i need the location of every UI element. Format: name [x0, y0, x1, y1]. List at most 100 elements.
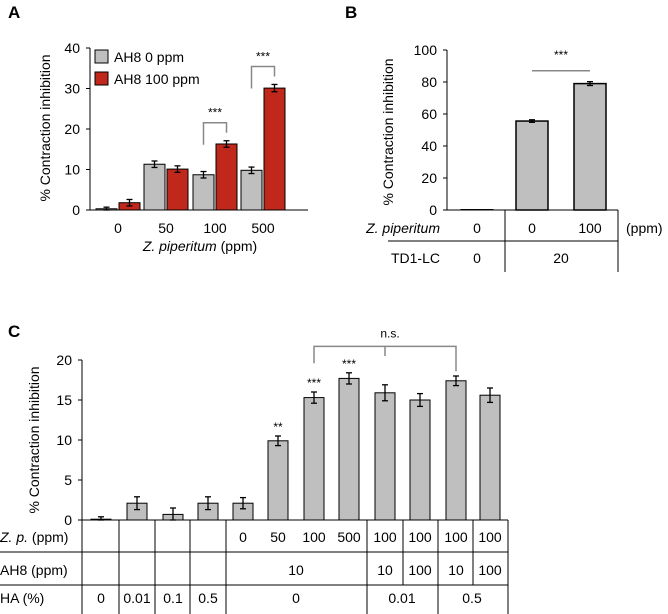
ha-cell: 0: [97, 590, 105, 606]
bar-5: [267, 440, 289, 521]
significance-mark: ***: [208, 106, 222, 120]
bar-7: [338, 377, 360, 521]
zp-cell: 100: [373, 529, 397, 545]
error-bar: [382, 384, 388, 402]
error-bar: [200, 170, 207, 179]
bar-ah8-100ppm-50: [166, 168, 189, 211]
significance-mark: **: [273, 420, 283, 434]
panel-a-x-axis-title: Z. piperitum (ppm): [142, 238, 257, 254]
panel-a-x-axis-title-unit: (ppm): [217, 238, 257, 254]
panel-b-bars: [460, 81, 607, 211]
y-tick-label: 15: [56, 392, 72, 408]
panel-b-td1lc-value-0: 0: [473, 250, 481, 266]
bar-11: [479, 394, 501, 521]
ah8-cell: 100: [408, 562, 432, 578]
y-tick-label: 40: [64, 40, 80, 56]
panel-b-zp-value: 100: [578, 220, 602, 236]
x-tick-label-0: 0: [114, 220, 122, 236]
error-bar: [240, 496, 246, 510]
y-tick-label: 20: [64, 121, 80, 137]
panel-b-row-label-td1lc: TD1-LC: [391, 250, 440, 266]
y-tick-label: 0: [72, 202, 80, 218]
panel-a-significance: *** ***: [202, 49, 276, 145]
error-bar: [223, 140, 230, 148]
error-bar: [134, 496, 140, 511]
ah8-cell: 100: [478, 562, 502, 578]
panel-c-table: 0 50 100 500 100 100 100 100 10 10 100 10 100 0 0.01 0.…: [0, 520, 509, 614]
panel-c-row-label-ah8: AH8 (ppm): [0, 562, 68, 578]
error-bar: [126, 198, 133, 207]
zp-cell: 50: [270, 529, 286, 545]
bar-ah8-100ppm-500: [263, 87, 286, 211]
legend-swatch-ah8-100ppm: [94, 71, 109, 86]
error-bar: [205, 496, 211, 511]
ah8-cell: 10: [448, 562, 464, 578]
error-bar: [151, 160, 158, 169]
panel-c-bars: [90, 372, 501, 521]
panel-b-zp-value: 0: [528, 220, 536, 236]
error-bar: [529, 119, 535, 123]
error-bar: [587, 81, 593, 87]
y-tick-label: 40: [421, 138, 437, 154]
panel-a-y-axis-title: % Contraction inhibition: [37, 54, 53, 201]
panel-b-y-axis-title: % Contraction inhibition: [380, 58, 396, 205]
bar-8: [374, 392, 396, 521]
ha-cell: 0.1: [163, 590, 183, 606]
y-tick-label: 10: [64, 162, 80, 178]
y-tick-label: 30: [64, 81, 80, 97]
bar-6: [303, 397, 325, 521]
ah8-cell: 10: [288, 562, 304, 578]
zp-cell: 100: [444, 529, 468, 545]
panel-b-row-label-zp: Z. piperitum: [365, 220, 440, 236]
bar-ah8-0ppm-50: [143, 163, 166, 211]
error-bar: [271, 83, 278, 93]
y-tick-label: 80: [421, 74, 437, 90]
error-bar: [417, 392, 423, 408]
y-tick-label: 5: [64, 472, 72, 488]
zp-cell: 100: [302, 529, 326, 545]
bar-ah8-100ppm-100: [215, 143, 238, 211]
zp-cell: 0: [239, 529, 247, 545]
panel-a-legend: AH8 0 ppm AH8 100 ppm: [94, 49, 200, 87]
ha-cell: 0.5: [462, 590, 482, 606]
panel-a-bars: [95, 83, 286, 211]
y-tick-label: 10: [56, 432, 72, 448]
bar-2: [573, 82, 607, 211]
bar-9: [409, 399, 431, 521]
zp-cell: 100: [478, 529, 502, 545]
error-bar: [311, 391, 317, 404]
ns-label: n.s.: [380, 326, 399, 340]
ha-cell: 0.01: [388, 590, 415, 606]
panel-b-significance: ***: [532, 48, 590, 72]
y-tick-label: 60: [421, 106, 437, 122]
y-tick-label: 0: [429, 202, 437, 218]
ah8-cell: 10: [377, 562, 393, 578]
panel-a-y-ticks: 0 10 20 30 40: [64, 40, 90, 218]
zp-cell: 500: [337, 529, 361, 545]
panel-b-y-ticks: 0 20 40 60 80 100: [414, 42, 447, 218]
panel-a-label: A: [8, 3, 20, 22]
error-bar: [275, 435, 281, 447]
ha-cell: 0: [292, 590, 300, 606]
panel-c-y-axis-title: % Contraction inhibition: [26, 366, 42, 513]
bar-1: [515, 120, 549, 211]
significance-bracket: [250, 65, 276, 89]
bar-ah8-0ppm-500: [240, 169, 263, 211]
panel-b-td1lc-value-20: 20: [553, 250, 569, 266]
error-bar: [453, 375, 459, 387]
error-bar: [248, 166, 255, 175]
panel-c-significance: ********: [273, 357, 356, 434]
legend-label-ah8-100ppm: AH8 100 ppm: [114, 71, 200, 87]
zp-cell: 100: [408, 529, 432, 545]
ha-cell: 0.5: [198, 590, 218, 606]
panel-a-x-ticks: 0 50 100 500: [114, 220, 275, 236]
error-bar: [174, 165, 181, 173]
y-tick-label: 20: [56, 352, 72, 368]
error-bar: [170, 507, 176, 521]
x-tick-label-500: 500: [251, 220, 275, 236]
significance-mark: ***: [342, 357, 356, 371]
error-bar: [487, 387, 493, 404]
panel-b-zp-value: 0: [473, 220, 481, 236]
x-tick-label-50: 50: [158, 220, 174, 236]
